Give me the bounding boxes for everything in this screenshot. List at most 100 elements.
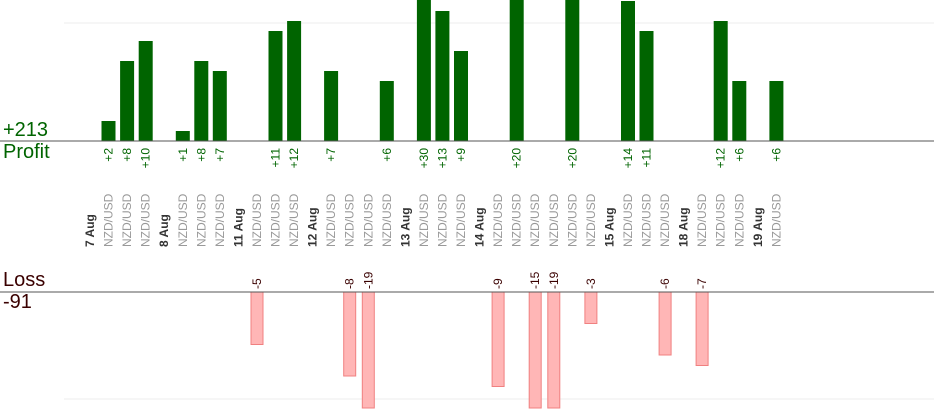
- profit-value-label: +11: [640, 148, 654, 168]
- instrument-label: NZD/USD: [417, 193, 431, 247]
- loss-bar: [491, 291, 505, 387]
- instrument-label: NZD/USD: [658, 193, 672, 247]
- profit-value-label: +12: [714, 148, 728, 169]
- instrument-label: NZD/USD: [510, 193, 524, 247]
- profit-value-label: +8: [194, 148, 208, 162]
- profit-bar: [621, 1, 635, 141]
- profit-bar: [120, 61, 135, 141]
- loss-value-label: -7: [695, 278, 709, 289]
- instrument-label: NZD/USD: [584, 193, 598, 247]
- instrument-label: NZD/USD: [454, 193, 468, 247]
- date-label: 19 Aug: [751, 207, 765, 247]
- profit-bar: [212, 71, 227, 141]
- profit-bar: [324, 71, 339, 141]
- profit-value-label: +14: [621, 148, 635, 169]
- instrument-label: NZD/USD: [102, 193, 116, 247]
- date-label: 15 Aug: [602, 207, 616, 247]
- date-label: 14 Aug: [473, 207, 487, 247]
- instrument-label: NZD/USD: [640, 193, 654, 247]
- instrument-label: NZD/USD: [287, 193, 301, 247]
- loss-bar: [361, 291, 375, 409]
- profit-value-label: +12: [287, 148, 301, 169]
- loss-summary: Loss -91: [3, 269, 45, 313]
- profit-value-label: +9: [454, 148, 468, 162]
- profit-bar: [732, 81, 747, 141]
- loss-bar: [658, 291, 672, 356]
- profit-value-label: +6: [732, 148, 746, 162]
- instrument-label: NZD/USD: [194, 193, 208, 247]
- loss-value-label: -9: [491, 278, 505, 289]
- profit-bar: [639, 31, 654, 141]
- profit-bar: [416, 0, 431, 141]
- profit-bar: [769, 81, 784, 141]
- profit-value-label: +20: [510, 148, 524, 169]
- loss-value-label: -15: [528, 271, 542, 289]
- profit-value-label: +6: [380, 148, 394, 162]
- instrument-label: NZD/USD: [324, 193, 338, 247]
- instrument-label: NZD/USD: [714, 193, 728, 247]
- profit-bar: [287, 21, 302, 141]
- profit-label: Profit: [3, 141, 50, 163]
- loss-bar: [584, 291, 598, 324]
- instrument-label: NZD/USD: [547, 193, 561, 247]
- profit-value-label: +7: [324, 148, 338, 162]
- profit-bar: [509, 0, 524, 141]
- date-label: 18 Aug: [677, 207, 691, 247]
- profit-value-label: +20: [565, 148, 579, 169]
- profit-value-label: +13: [435, 148, 449, 169]
- loss-total: -91: [3, 291, 32, 313]
- loss-bar: [250, 291, 264, 345]
- instrument-label: NZD/USD: [380, 193, 394, 247]
- loss-bar: [528, 291, 542, 409]
- profit-value-label: +11: [269, 148, 283, 168]
- loss-label: Loss: [3, 269, 46, 291]
- loss-value-label: -5: [250, 278, 264, 289]
- instrument-label: NZD/USD: [769, 193, 783, 247]
- instrument-label: NZD/USD: [250, 193, 264, 247]
- loss-bar: [695, 291, 709, 366]
- profit-bar: [565, 0, 580, 141]
- instrument-label: NZD/USD: [269, 193, 283, 247]
- loss-bar: [343, 291, 357, 377]
- profit-bar: [138, 41, 153, 141]
- instrument-label: NZD/USD: [435, 193, 449, 247]
- instrument-label: NZD/USD: [343, 193, 357, 247]
- loss-value-label: -19: [547, 271, 561, 289]
- instrument-label: NZD/USD: [120, 193, 134, 247]
- loss-value-label: -19: [361, 271, 375, 289]
- loss-value-label: -3: [584, 278, 598, 289]
- profit-value-label: +8: [120, 148, 134, 162]
- date-label: 13 Aug: [398, 207, 412, 247]
- profit-bar: [379, 81, 394, 141]
- date-label: 8 Aug: [157, 214, 171, 247]
- date-label: 7 Aug: [83, 214, 97, 247]
- instrument-label: NZD/USD: [732, 193, 746, 247]
- profit-bar: [268, 31, 283, 141]
- profit-total: +213: [3, 119, 49, 141]
- profit-value-label: +30: [417, 148, 431, 169]
- instrument-label: NZD/USD: [565, 193, 579, 247]
- date-label: 11 Aug: [231, 208, 245, 247]
- profit-value-label: +1: [176, 148, 190, 162]
- instrument-label: NZD/USD: [491, 193, 505, 247]
- date-label: 12 Aug: [306, 207, 320, 247]
- loss-bar: [547, 291, 561, 409]
- instrument-label: NZD/USD: [139, 193, 153, 247]
- profit-bar: [175, 131, 190, 141]
- instrument-label: NZD/USD: [361, 193, 375, 247]
- profit-value-label: +10: [139, 148, 153, 169]
- profit-bar: [194, 61, 209, 141]
- profit-bar: [454, 51, 468, 141]
- instrument-label: NZD/USD: [621, 193, 635, 247]
- loss-value-label: -6: [658, 278, 672, 289]
- profit-value-label: +6: [769, 148, 783, 162]
- instrument-label: NZD/USD: [213, 193, 227, 247]
- profit-bar: [101, 121, 116, 141]
- profit-bar: [435, 11, 450, 141]
- profit-value-label: +7: [213, 148, 227, 162]
- profit-bar: [713, 21, 728, 141]
- profit-value-label: +2: [102, 148, 116, 162]
- instrument-label: NZD/USD: [528, 193, 542, 247]
- instrument-label: NZD/USD: [695, 193, 709, 247]
